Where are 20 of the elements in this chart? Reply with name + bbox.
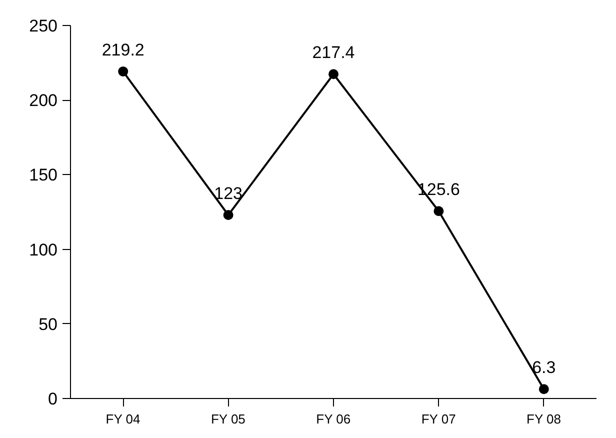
x-tick-label: FY 07: [421, 412, 456, 426]
x-tick-label: FY 08: [526, 412, 562, 426]
x-tick-label: FY 05: [210, 412, 246, 426]
data-label: 123: [214, 184, 242, 203]
y-tick-label: 100: [29, 240, 58, 260]
point: [118, 66, 128, 76]
x-tick-label: FY 04: [106, 412, 140, 426]
data-label: 217.4: [312, 43, 355, 62]
point: [328, 69, 338, 80]
point: [538, 384, 549, 394]
data-label: 6.3: [532, 358, 556, 378]
point: [434, 206, 444, 216]
y-tick-label: 0: [48, 390, 58, 408]
x-tick-label: FY 06: [316, 412, 351, 426]
y-tick-label: 50: [38, 314, 58, 334]
data-label: 219.2: [102, 40, 144, 60]
y-tick-label: 250: [29, 16, 58, 36]
point: [223, 210, 234, 220]
y-tick-label: 200: [29, 91, 58, 110]
y-tick-label: 150: [29, 166, 58, 185]
